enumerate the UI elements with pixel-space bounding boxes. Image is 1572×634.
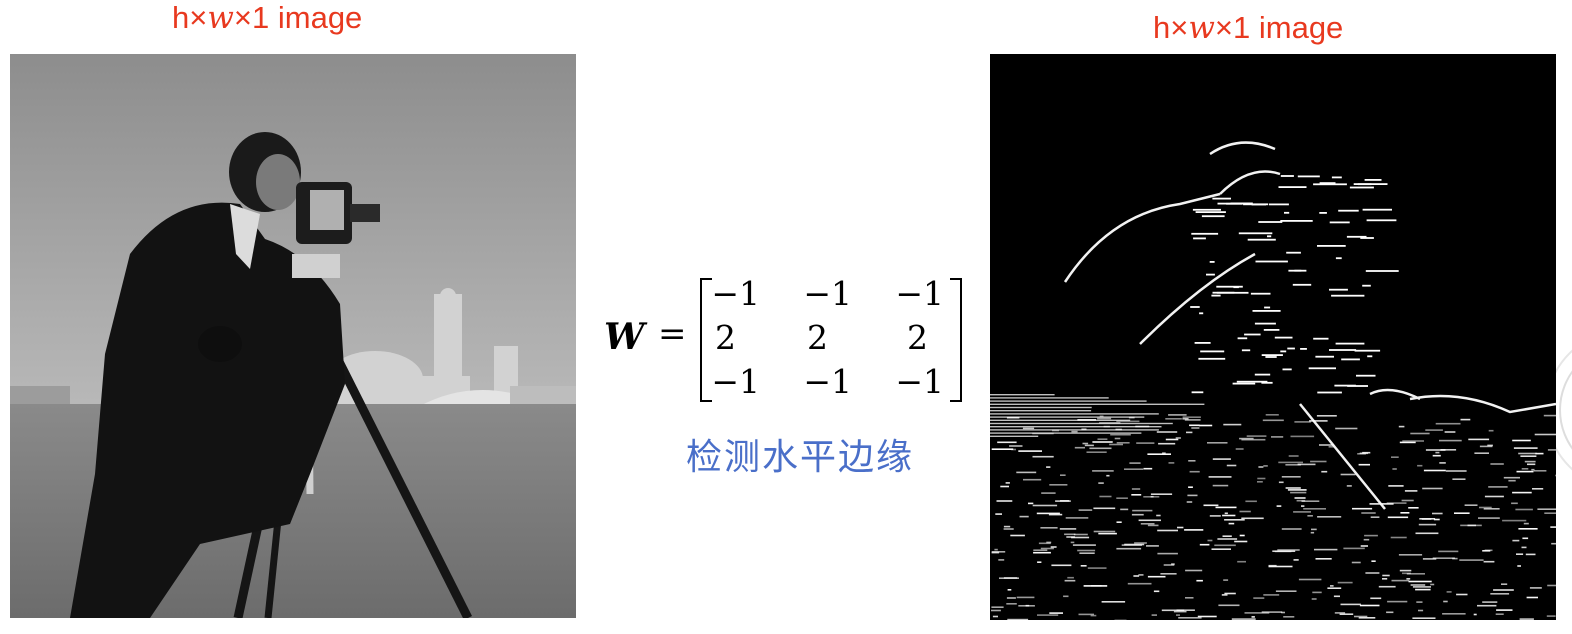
matrix-cell-r2c3: 2 bbox=[907, 318, 928, 357]
matrix-cell-r1c2: −1 bbox=[803, 274, 852, 313]
matrix-cell-r2c1: 2 bbox=[715, 318, 736, 357]
output-edge-image bbox=[990, 54, 1556, 620]
matrix-cell-r1c3: −1 bbox=[895, 274, 944, 313]
equals-sign: = bbox=[658, 314, 687, 354]
kernel-caption: 检测水平边缘 bbox=[686, 437, 915, 478]
person bbox=[70, 132, 345, 618]
kernel-symbol: W bbox=[604, 316, 645, 358]
edge-streaks bbox=[990, 175, 1556, 620]
camera bbox=[292, 182, 380, 278]
right-title-var: w bbox=[1188, 10, 1215, 46]
matrix-cell-r2c2: 2 bbox=[807, 318, 828, 357]
decorative-circles bbox=[1556, 260, 1572, 560]
matrix-cell-r3c1: −1 bbox=[711, 362, 760, 401]
left-image-title: h×w×1 image bbox=[172, 0, 362, 36]
left-title-prefix: h× bbox=[172, 0, 208, 35]
right-title-prefix: h× bbox=[1153, 10, 1189, 45]
matrix-cell-r3c3: −1 bbox=[895, 362, 944, 401]
kernel-equation: W = −1 −1 −1 2 2 2 −1 −1 −1 bbox=[604, 274, 974, 402]
matrix-right-bracket bbox=[950, 278, 962, 402]
right-image-title: h×w×1 image bbox=[1153, 10, 1343, 46]
left-title-suffix: ×1 image bbox=[233, 0, 363, 35]
matrix-cell-r1c1: −1 bbox=[711, 274, 760, 313]
matrix-left-bracket bbox=[700, 278, 712, 402]
right-title-suffix: ×1 image bbox=[1214, 10, 1344, 45]
matrix-cell-r3c2: −1 bbox=[803, 362, 852, 401]
input-grayscale-image bbox=[10, 54, 576, 618]
left-title-var: w bbox=[207, 0, 234, 36]
